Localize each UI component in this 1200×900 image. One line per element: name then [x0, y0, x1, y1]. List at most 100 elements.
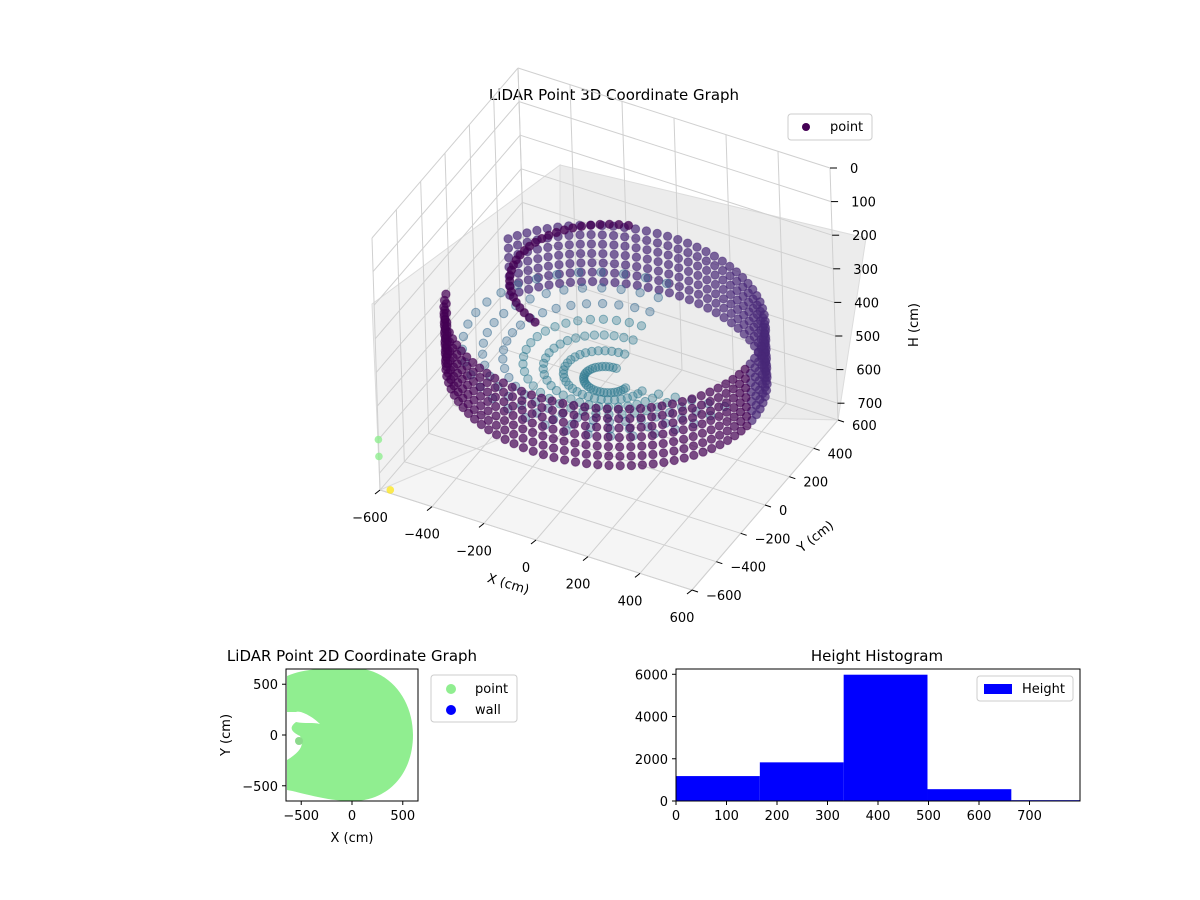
scatter-point-3d: [642, 263, 653, 274]
scatter-point-3d: [564, 249, 575, 259]
scatter-point-3d: [616, 284, 626, 295]
scatter-point-3d: [580, 402, 590, 412]
scatter-point-3d: [499, 397, 509, 407]
scatter-point-3d: [462, 352, 472, 362]
scatter-point-3d: [518, 359, 528, 369]
scatter-point-3d: [531, 274, 542, 284]
y-tick-label-3d: 0: [779, 504, 787, 519]
scatter-point-3d: [628, 335, 638, 345]
scatter-point-3d: [533, 263, 543, 273]
scatter-point-3d: [633, 389, 643, 399]
scatter-point-3d: [735, 407, 746, 417]
scatter-point-3d: [482, 327, 492, 338]
scatter-point-3d: [701, 256, 711, 266]
x-tick-3d: [374, 489, 381, 495]
scatter-point-3d: [547, 405, 558, 416]
scatter-point-3d: [717, 256, 727, 266]
scatter-point-3d: [705, 396, 715, 407]
scatter-point-3d: [736, 426, 746, 436]
scatter-point-3d: [706, 434, 717, 444]
scatter-point-3d: [512, 240, 523, 250]
y-tick-3d: [813, 447, 820, 451]
scatter-point-3d: [592, 450, 603, 460]
scatter-point-3d: [544, 270, 554, 281]
scatter-point-3d: [661, 278, 672, 289]
scatter-point-3d: [688, 441, 699, 451]
scatter-point-3d: [658, 438, 668, 449]
y-tick-label-3d: 200: [803, 476, 828, 491]
scatter-point-3d: [597, 361, 607, 372]
scatter-point-3d: [604, 460, 614, 471]
scatter-point-3d: [725, 261, 735, 272]
scatter-point-3d: [538, 449, 549, 460]
scatter-point-3d: [570, 447, 580, 458]
scatter-point-3d: [528, 446, 538, 456]
scatter-point-3d: [478, 338, 489, 348]
scatter-point-3d: [657, 420, 668, 430]
scatter-point-3d: [611, 315, 622, 326]
scatter-point-3d: [657, 410, 667, 420]
legend-hist-swatch: [984, 684, 1012, 694]
scatter-point-3d: [684, 295, 695, 305]
scatter-point-3d: [569, 429, 580, 439]
scatter-point-3d: [636, 422, 646, 432]
scatter-point-3d: [507, 392, 518, 402]
y-tick-label-3d: 400: [828, 447, 853, 462]
grid-line: [525, 302, 838, 404]
scatter-point-3d: [538, 431, 548, 441]
y-tick-label-hist: 4000: [635, 711, 668, 726]
scatter-point-3d: [615, 451, 625, 461]
x-tick-label-hist: 0: [672, 809, 680, 824]
grid-line: [493, 96, 503, 349]
scatter-point-3d: [614, 432, 624, 443]
scatter-point-3d: [678, 425, 688, 435]
scatter-point-3d: [718, 275, 728, 285]
scatter-point-3d: [715, 440, 725, 450]
scatter-point-3d: [597, 239, 608, 250]
scatter-point-3d: [543, 252, 553, 262]
scatter-point-3d: [603, 432, 613, 442]
scatter-point-3d: [641, 226, 652, 236]
z-axis-label-3d: H (cm): [907, 303, 922, 347]
scatter-point-3d: [620, 250, 630, 261]
scatter-point-3d: [549, 452, 559, 463]
scatter-point-3d: [705, 406, 716, 416]
scatter-point-3d: [534, 282, 544, 292]
scatter-point-3d: [701, 265, 712, 276]
scatter-point-3d: [653, 247, 663, 258]
scatter-point-3d: [662, 231, 673, 242]
scatter-point-3d: [484, 425, 494, 435]
scatter-point-3d: [526, 338, 536, 348]
y-tick-label-3d: −200: [755, 532, 791, 547]
y-axis-label-2d: Y (cm): [219, 714, 234, 757]
legend-2d-label-point: point: [475, 682, 508, 697]
scatter-point-3d: [731, 267, 742, 277]
x-tick-label-hist: 100: [714, 809, 739, 824]
scatter-point-3d: [558, 390, 568, 400]
y-tick-3d: [716, 561, 723, 565]
scatter-point-3d: [609, 249, 619, 260]
scatter-point-3d: [483, 415, 494, 426]
scatter-point-3d: [668, 436, 679, 447]
scatter-point-3d: [697, 419, 707, 429]
scatter-point-3d: [548, 443, 559, 453]
scatter-point-3d: [503, 234, 513, 244]
point-cloud-2d: [287, 669, 413, 801]
histogram-bar: [927, 789, 1012, 801]
x-tick-3d: [530, 539, 537, 545]
x-tick-label-hist: 500: [916, 809, 941, 824]
scatter-point-3d: [508, 401, 518, 411]
scatter-point-3d: [663, 259, 674, 270]
scatter-point-3d: [631, 243, 641, 253]
scatter-point-3d: [525, 294, 535, 304]
scatter-point-3d: [482, 368, 492, 378]
scatter-point-3d: [632, 271, 642, 281]
grid-line: [420, 181, 430, 434]
scatter-point-3d: [483, 396, 493, 407]
scatter-point-3d: [498, 378, 508, 388]
z-ticks-3d: 0 100 200 300 400 500 600 700: [830, 162, 882, 412]
scatter-point-3d: [734, 369, 744, 380]
scatter-point-3d: [664, 278, 674, 289]
scatter-point-3d: [512, 230, 522, 241]
scatter-point-3d: [533, 254, 543, 264]
